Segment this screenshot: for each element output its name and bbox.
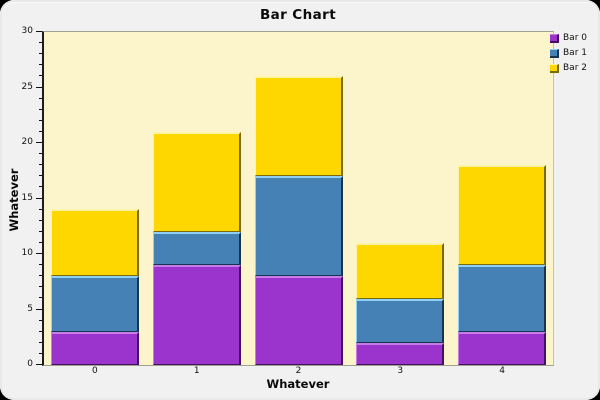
bar-segment-bar-2-cat-0	[50, 209, 139, 276]
y-tick-label: 30	[21, 26, 33, 36]
y-minor-tick	[39, 42, 42, 43]
y-minor-tick	[39, 264, 42, 265]
plot-area	[42, 31, 554, 366]
bar-segment-bar-1-cat-0	[50, 276, 139, 332]
legend-label: Bar 1	[563, 48, 587, 58]
y-minor-tick	[39, 98, 42, 99]
x-axis-labels: 0 1 2 3 4	[44, 366, 553, 378]
y-major-tick	[36, 309, 42, 310]
y-major-tick	[36, 87, 42, 88]
bar-segment-bar-1-cat-4	[458, 265, 547, 332]
y-tick-label: 20	[21, 137, 33, 147]
y-major-tick	[36, 142, 42, 143]
bar-segment-bar-2-cat-2	[254, 76, 343, 176]
y-tick-label: 10	[21, 248, 33, 258]
bar-segment-bar-0-cat-1	[152, 265, 241, 365]
bar-stack-1	[152, 132, 241, 365]
x-category-label: 1	[193, 366, 200, 376]
y-minor-tick	[39, 297, 42, 298]
y-major-tick	[36, 31, 42, 32]
y-minor-tick	[39, 164, 42, 165]
legend-swatch-icon	[550, 63, 559, 73]
x-axis-title: Whatever	[266, 377, 330, 391]
y-axis: 0 5 10 15 20 25 30	[0, 26, 42, 369]
bar-segment-bar-1-cat-1	[152, 232, 241, 265]
legend-label: Bar 0	[563, 33, 587, 43]
bar-segment-bar-0-cat-3	[356, 343, 445, 365]
chart-title: Bar Chart	[259, 7, 337, 23]
y-tick-label: 0	[27, 359, 33, 369]
y-minor-tick	[39, 331, 42, 332]
y-minor-tick	[39, 120, 42, 121]
y-minor-tick	[39, 231, 42, 232]
y-minor-tick	[39, 353, 42, 354]
x-category-label: 3	[397, 366, 404, 376]
y-major-tick	[36, 253, 42, 254]
bar-stack-2	[254, 76, 343, 365]
y-tick-label: 15	[21, 193, 33, 203]
y-minor-tick	[39, 342, 42, 343]
legend-item: Bar 0	[550, 33, 587, 43]
x-category-label: 4	[499, 366, 505, 376]
legend-item: Bar 1	[550, 48, 587, 58]
x-category-label: 2	[295, 366, 302, 376]
bar-segment-bar-2-cat-3	[356, 243, 445, 299]
bar-stack-3	[356, 243, 445, 365]
y-tick-label: 5	[27, 304, 33, 314]
legend-label: Bar 2	[563, 63, 587, 73]
y-minor-tick	[39, 186, 42, 187]
y-minor-tick	[39, 275, 42, 276]
legend-swatch-icon	[550, 33, 559, 43]
bar-segment-bar-1-cat-3	[356, 299, 445, 343]
legend-swatch-icon	[550, 48, 559, 58]
y-minor-tick	[39, 131, 42, 132]
x-category-label: 0	[92, 366, 98, 376]
bar-stack-4	[458, 165, 547, 365]
y-major-tick	[36, 198, 42, 199]
y-tick-label: 25	[21, 82, 33, 92]
y-minor-tick	[39, 209, 42, 210]
y-minor-tick	[39, 175, 42, 176]
y-minor-tick	[39, 153, 42, 154]
y-major-tick	[36, 364, 42, 365]
bar-segment-bar-2-cat-4	[458, 165, 547, 265]
y-minor-tick	[39, 53, 42, 54]
y-minor-tick	[39, 109, 42, 110]
y-minor-tick	[39, 64, 42, 65]
bar-segment-bar-0-cat-0	[50, 332, 139, 365]
bar-segment-bar-0-cat-4	[458, 332, 547, 365]
y-minor-tick	[39, 286, 42, 287]
bar-stack-0	[50, 209, 139, 365]
y-minor-tick	[39, 242, 42, 243]
bar-segment-bar-1-cat-2	[254, 176, 343, 276]
y-minor-tick	[39, 320, 42, 321]
y-minor-tick	[39, 75, 42, 76]
y-minor-tick	[39, 220, 42, 221]
legend-item: Bar 2	[550, 63, 587, 73]
bar-segment-bar-0-cat-2	[254, 276, 343, 365]
bar-segment-bar-2-cat-1	[152, 132, 241, 232]
legend: Bar 0 Bar 1 Bar 2	[550, 33, 587, 78]
